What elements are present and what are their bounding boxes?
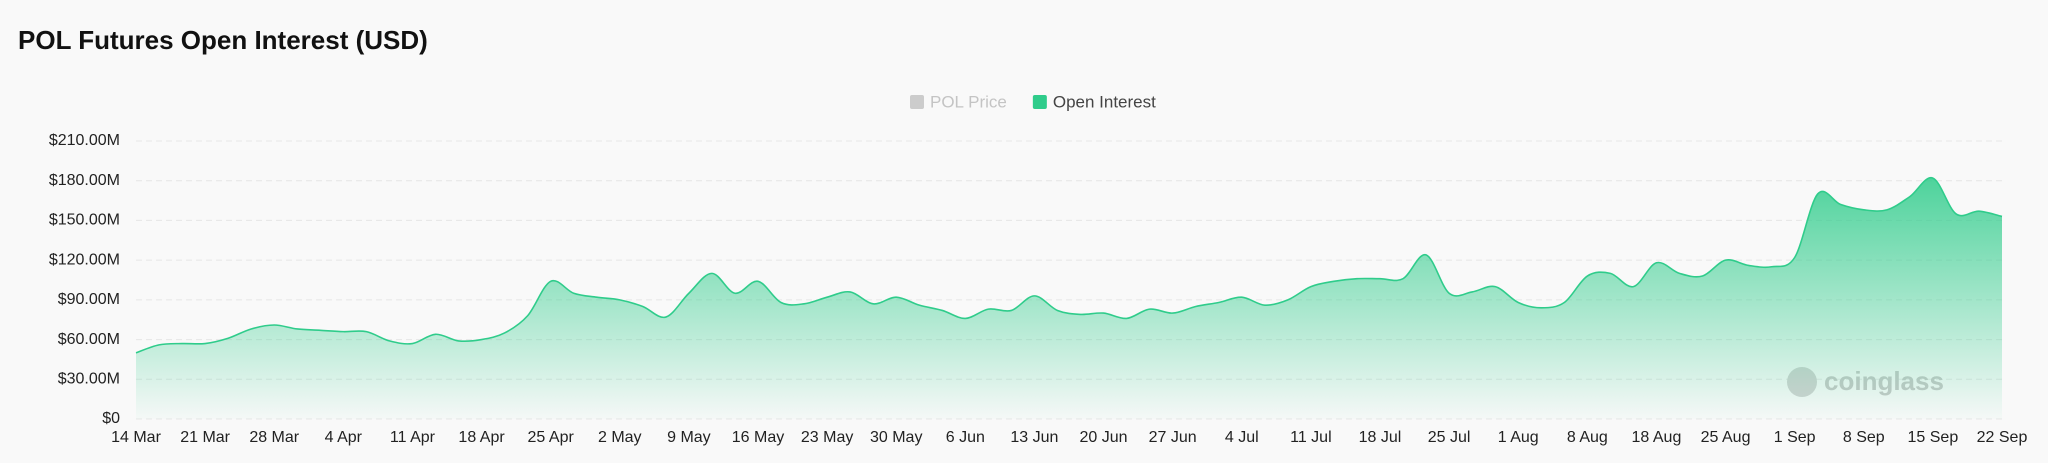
x-tick-label: 4 Jul	[1225, 429, 1259, 446]
legend-swatch	[1032, 95, 1047, 109]
line	[135, 177, 2003, 354]
x-tick-label: 9 May	[667, 429, 711, 446]
chart-title: POL Futures Open Interest (USD)	[18, 25, 428, 55]
x-tick-label: 25 Apr	[528, 429, 575, 446]
x-tick-label: 30 May	[870, 429, 922, 446]
legend-label: Open Interest	[1053, 92, 1156, 111]
x-tick-label: 18 Jul	[1359, 429, 1402, 446]
legend: POL Price Open Interest	[910, 92, 1156, 111]
legend-item[interactable]: POL Price	[910, 92, 1007, 111]
y-tick-label: $0	[102, 410, 120, 427]
x-tick-label: 1 Aug	[1498, 429, 1539, 446]
x-tick-label: 11 Jul	[1290, 429, 1332, 446]
legend-item[interactable]: Open Interest	[1032, 92, 1156, 111]
area	[136, 177, 2002, 419]
legend-swatch	[910, 95, 924, 109]
legend-label: POL Price	[930, 92, 1007, 111]
x-tick-label: 18 Aug	[1632, 429, 1682, 446]
x-tick-label: 8 Sep	[1843, 429, 1885, 446]
x-tick-label: 20 Jun	[1080, 429, 1128, 446]
axes: $0 $30.00M $60.00M $90.00M $120.00M $150.00M $…	[49, 132, 2028, 446]
x-tick-label: 22 Sep	[1977, 429, 2028, 446]
x-tick-label: 6 Jun	[946, 429, 985, 446]
x-tick-label: 1 Sep	[1774, 429, 1816, 446]
x-tick-label: 27 Jun	[1149, 429, 1197, 446]
y-tick-label: $90.00M	[58, 291, 120, 308]
x-tick-label: 2 May	[598, 429, 642, 446]
x-tick-label: 14 Mar	[111, 429, 161, 446]
y-tick-label: $210.00M	[49, 132, 120, 149]
x-tick-label: 15 Sep	[1908, 429, 1959, 446]
x-tick-label: 18 Apr	[458, 429, 505, 446]
x-tick-label: 8 Aug	[1567, 429, 1608, 446]
x-tick-label: 25 Aug	[1701, 429, 1751, 446]
x-tick-label: 11 Apr	[390, 429, 436, 446]
y-tick-label: $120.00M	[49, 251, 120, 268]
y-tick-label: $60.00M	[58, 331, 120, 348]
x-tick-label: 28 Mar	[249, 429, 299, 446]
y-tick-label: $30.00M	[58, 371, 120, 388]
x-tick-label: 25 Jul	[1428, 429, 1471, 446]
x-tick-label: 21 Mar	[180, 429, 230, 446]
y-tick-label: $180.00M	[49, 172, 120, 189]
x-tick-label: 23 May	[801, 429, 853, 446]
plot: coinglass	[135, 177, 2003, 419]
y-tick-label: $150.00M	[49, 212, 120, 229]
x-tick-label: 13 Jun	[1010, 429, 1058, 446]
x-tick-label: 16 May	[732, 429, 784, 446]
x-tick-label: 4 Apr	[325, 429, 363, 446]
